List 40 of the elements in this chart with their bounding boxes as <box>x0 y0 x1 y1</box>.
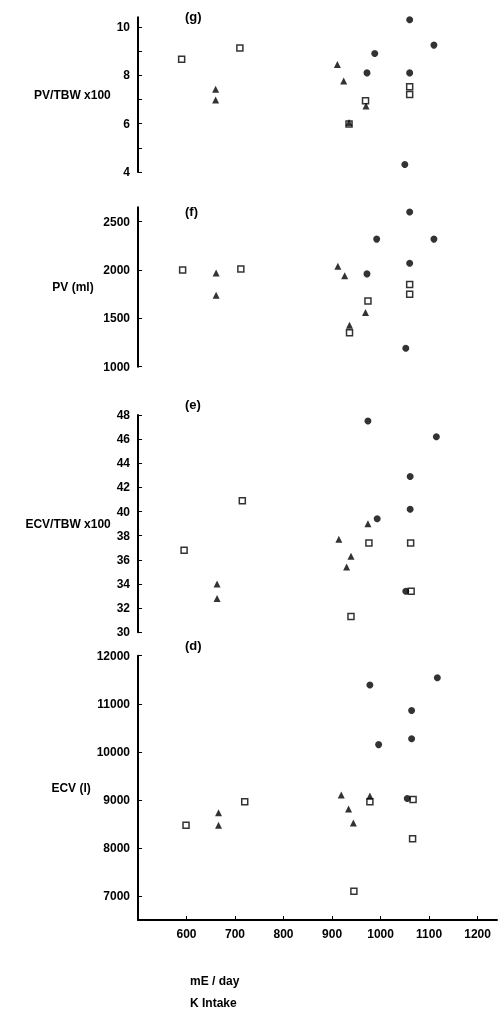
y-tick-label: 8 <box>123 68 131 83</box>
y-tick-label: 9000 <box>103 792 131 807</box>
y-tick-label: 30 <box>116 625 131 640</box>
chart-title: (d) <box>185 637 202 653</box>
chart-title: (f) <box>185 203 198 219</box>
y-tick-label: 38 <box>116 528 131 543</box>
y-axis-title: ECV/TBW x100 <box>25 516 112 531</box>
y-tick-label: 10000 <box>96 744 131 759</box>
y-tick-label: 34 <box>116 577 131 592</box>
y-axis-title: PV/TBW x100 <box>34 87 112 102</box>
y-tick-label: 1000 <box>103 359 131 374</box>
y-tick-label: 7000 <box>103 888 131 903</box>
y-tick-label: 32 <box>116 601 131 616</box>
chart-title: (e) <box>185 397 201 412</box>
y-tick-label: 6 <box>123 116 131 131</box>
x-tick-label: 600 <box>176 927 197 941</box>
chart-title: (g) <box>185 9 202 24</box>
y-tick-label: 44 <box>116 456 131 471</box>
x-tick-label: 900 <box>322 927 343 941</box>
x-tick-label: 700 <box>225 927 246 941</box>
y-tick-label: 40 <box>116 504 131 519</box>
y-tick-label: 8000 <box>103 840 131 855</box>
x-tick-label: 1200 <box>464 927 492 941</box>
y-tick-label: 4 <box>123 165 131 179</box>
x-tick-label: 1100 <box>416 927 443 941</box>
y-tick-label: 46 <box>116 432 131 447</box>
y-tick-label: 2000 <box>103 263 131 278</box>
y-tick-label: 1500 <box>103 311 131 326</box>
x-tick-label: 800 <box>273 927 294 941</box>
y-tick-label: 2500 <box>103 214 131 229</box>
y-tick-label: 36 <box>116 552 131 567</box>
y-tick-label: 11000 <box>97 696 131 711</box>
y-tick-label: 48 <box>116 408 131 422</box>
x-tick-label: 1000 <box>367 927 395 941</box>
y-tick-label: 42 <box>116 480 131 495</box>
x-axis-title: mE / day K Intake <box>190 974 240 1010</box>
y-axis-title: ECV (l) <box>51 780 91 795</box>
y-tick-label: 12000 <box>96 648 131 663</box>
y-tick-label: 10 <box>116 19 131 34</box>
y-axis-title: PV (ml) <box>52 279 94 294</box>
